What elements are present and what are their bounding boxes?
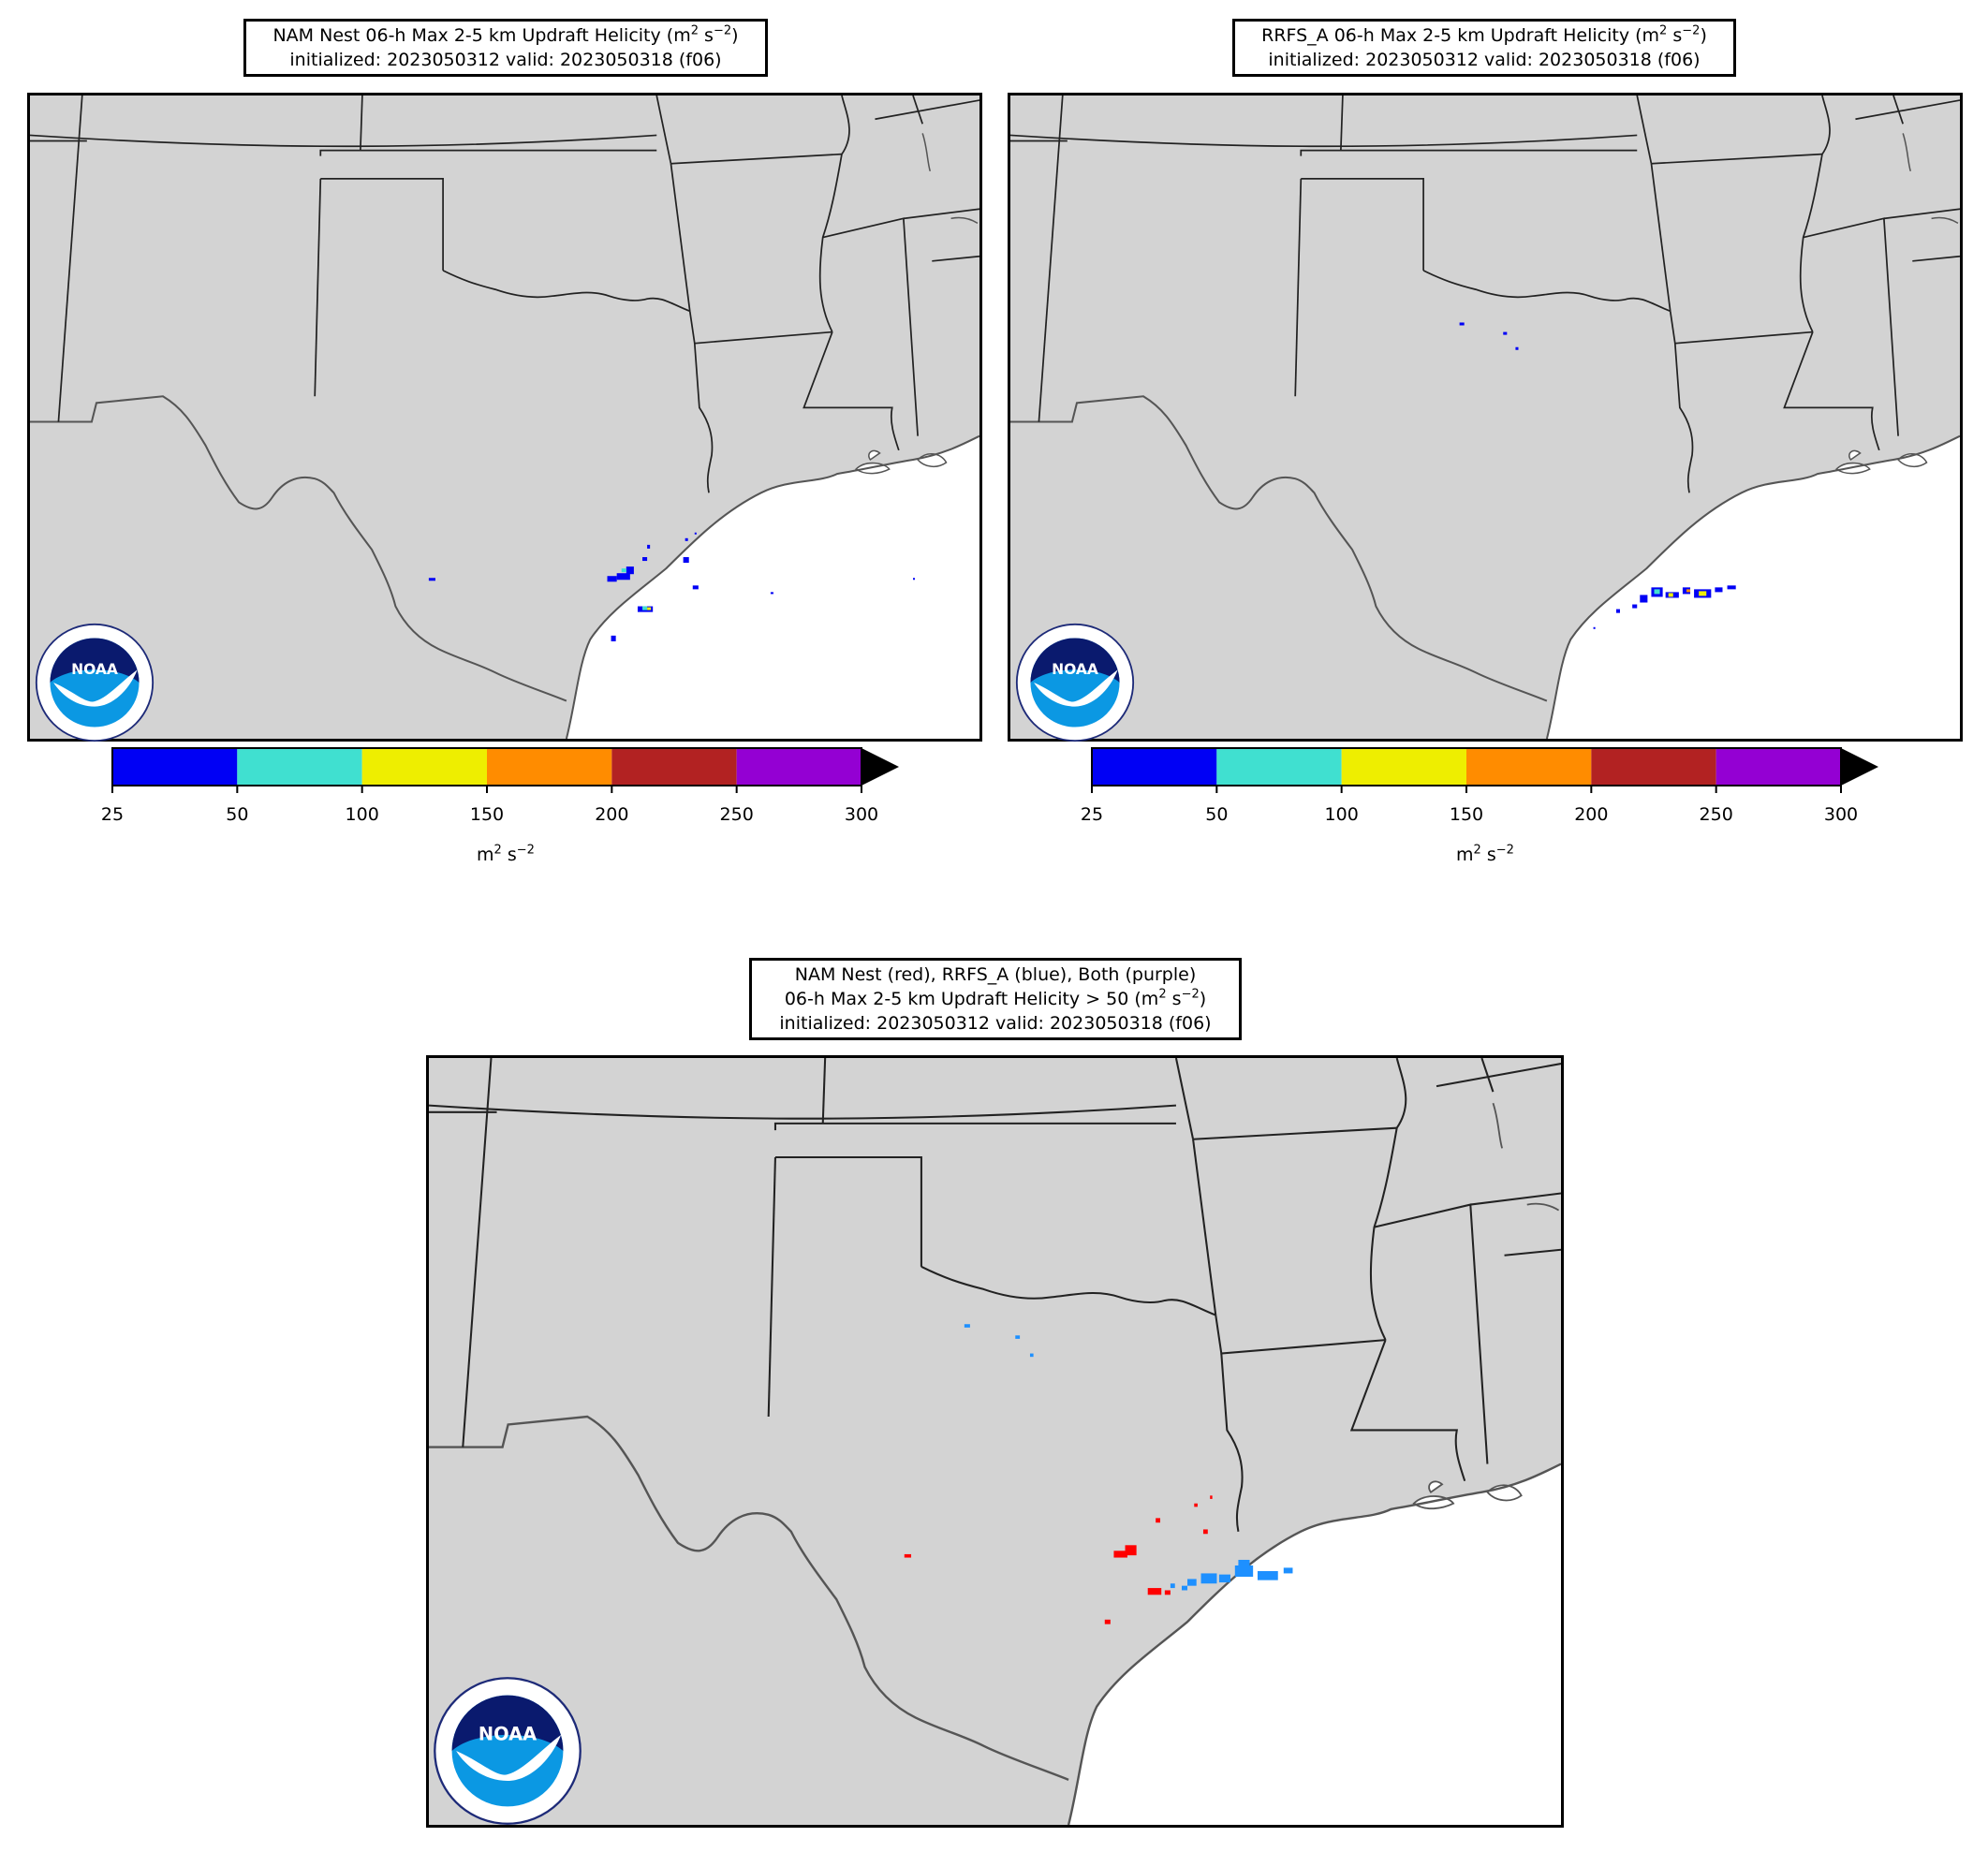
colorbar-swatch [1092, 748, 1217, 786]
panel-nam-title: NAM Nest 06-h Max 2-5 km Updraft Helicit… [243, 19, 768, 77]
panel-nam-title-line1: NAM Nest 06-h Max 2-5 km Updraft Helicit… [272, 23, 739, 46]
panel-rrfs-title-line1: RRFS_A 06-h Max 2-5 km Updraft Helicity … [1261, 23, 1707, 46]
colorbar-tick-label: 250 [1699, 804, 1733, 825]
colorbar-rrfs-units: m2 s−2 [1456, 843, 1514, 865]
colorbar-swatch [1466, 748, 1592, 786]
colorbar-swatch [736, 748, 861, 786]
colorbar-tick-label: 50 [1205, 804, 1229, 825]
colorbar-nam-units: m2 s−2 [477, 843, 535, 865]
svg-text:NOAA: NOAA [71, 661, 118, 678]
svg-text:NOAA: NOAA [1052, 661, 1098, 678]
map-nam [27, 93, 982, 742]
colorbar-nam: 25 50 100 150 200 250 300 m2 s−2 [101, 746, 899, 865]
noaa-seal-icon: NOAA [1015, 623, 1135, 742]
colorbar-swatch [1216, 748, 1342, 786]
panel-rrfs-title-line2: initialized: 2023050312 valid: 202305031… [1268, 50, 1701, 70]
colorbar-swatch [112, 748, 238, 786]
colorbar-tick-label: 100 [345, 804, 379, 825]
colorbar-tick-label: 150 [1449, 804, 1484, 825]
colorbar-swatch [237, 748, 362, 786]
uh-swaths-comparison [904, 1324, 1293, 1624]
panel-rrfs-title: RRFS_A 06-h Max 2-5 km Updraft Helicity … [1232, 19, 1736, 77]
colorbar-tick-label: 100 [1324, 804, 1359, 825]
colorbar-swatch [487, 748, 612, 786]
noaa-seal-icon: NOAA [434, 1677, 582, 1825]
comparison-title-line2: 06-h Max 2-5 km Updraft Helicity > 50 (m… [784, 987, 1207, 1009]
colorbar-tick-label: 25 [100, 804, 125, 825]
colorbar-swatch [1341, 748, 1466, 786]
colorbar-tick-label: 300 [1823, 804, 1859, 825]
colorbar-rrfs: 25 50 100 150 200 250 300 m2 s−2 [1081, 746, 1878, 865]
colorbar-swatch [1716, 748, 1841, 786]
uh-swaths-rrfs [1459, 322, 1736, 629]
comparison-title-line3: initialized: 2023050312 valid: 202305031… [779, 1013, 1212, 1034]
colorbar-tick-label: 50 [226, 804, 249, 825]
colorbar-tick-label: 25 [1080, 804, 1104, 825]
svg-text:NOAA: NOAA [479, 1724, 537, 1745]
colorbar-tick-label: 200 [1574, 804, 1609, 825]
map-comparison [426, 1055, 1564, 1828]
colorbar-tick-label: 150 [469, 804, 505, 825]
uh-swaths-nam [428, 532, 916, 641]
noaa-logo-nam: NOAA [30, 623, 159, 742]
noaa-logo-comparison: NOAA [429, 1676, 586, 1826]
colorbar-tick-label: 250 [719, 804, 754, 825]
colorbar-rrfs-swatches [1091, 747, 1878, 793]
noaa-seal-icon: NOAA [35, 623, 155, 742]
colorbar-swatch [361, 748, 487, 786]
comparison-title: NAM Nest (red), RRFS_A (blue), Both (pur… [749, 958, 1242, 1040]
comparison-title-line1: NAM Nest (red), RRFS_A (blue), Both (pur… [794, 964, 1197, 985]
noaa-logo-rrfs: NOAA [1010, 623, 1140, 742]
colorbar-nam-swatches [111, 747, 899, 793]
colorbar-tick-label: 200 [595, 804, 629, 825]
colorbar-swatch [1591, 748, 1716, 786]
colorbar-swatch [611, 748, 737, 786]
map-rrfs [1008, 93, 1963, 742]
colorbar-tick-label: 300 [844, 804, 879, 825]
panel-nam-title-line2: initialized: 2023050312 valid: 202305031… [289, 50, 722, 70]
